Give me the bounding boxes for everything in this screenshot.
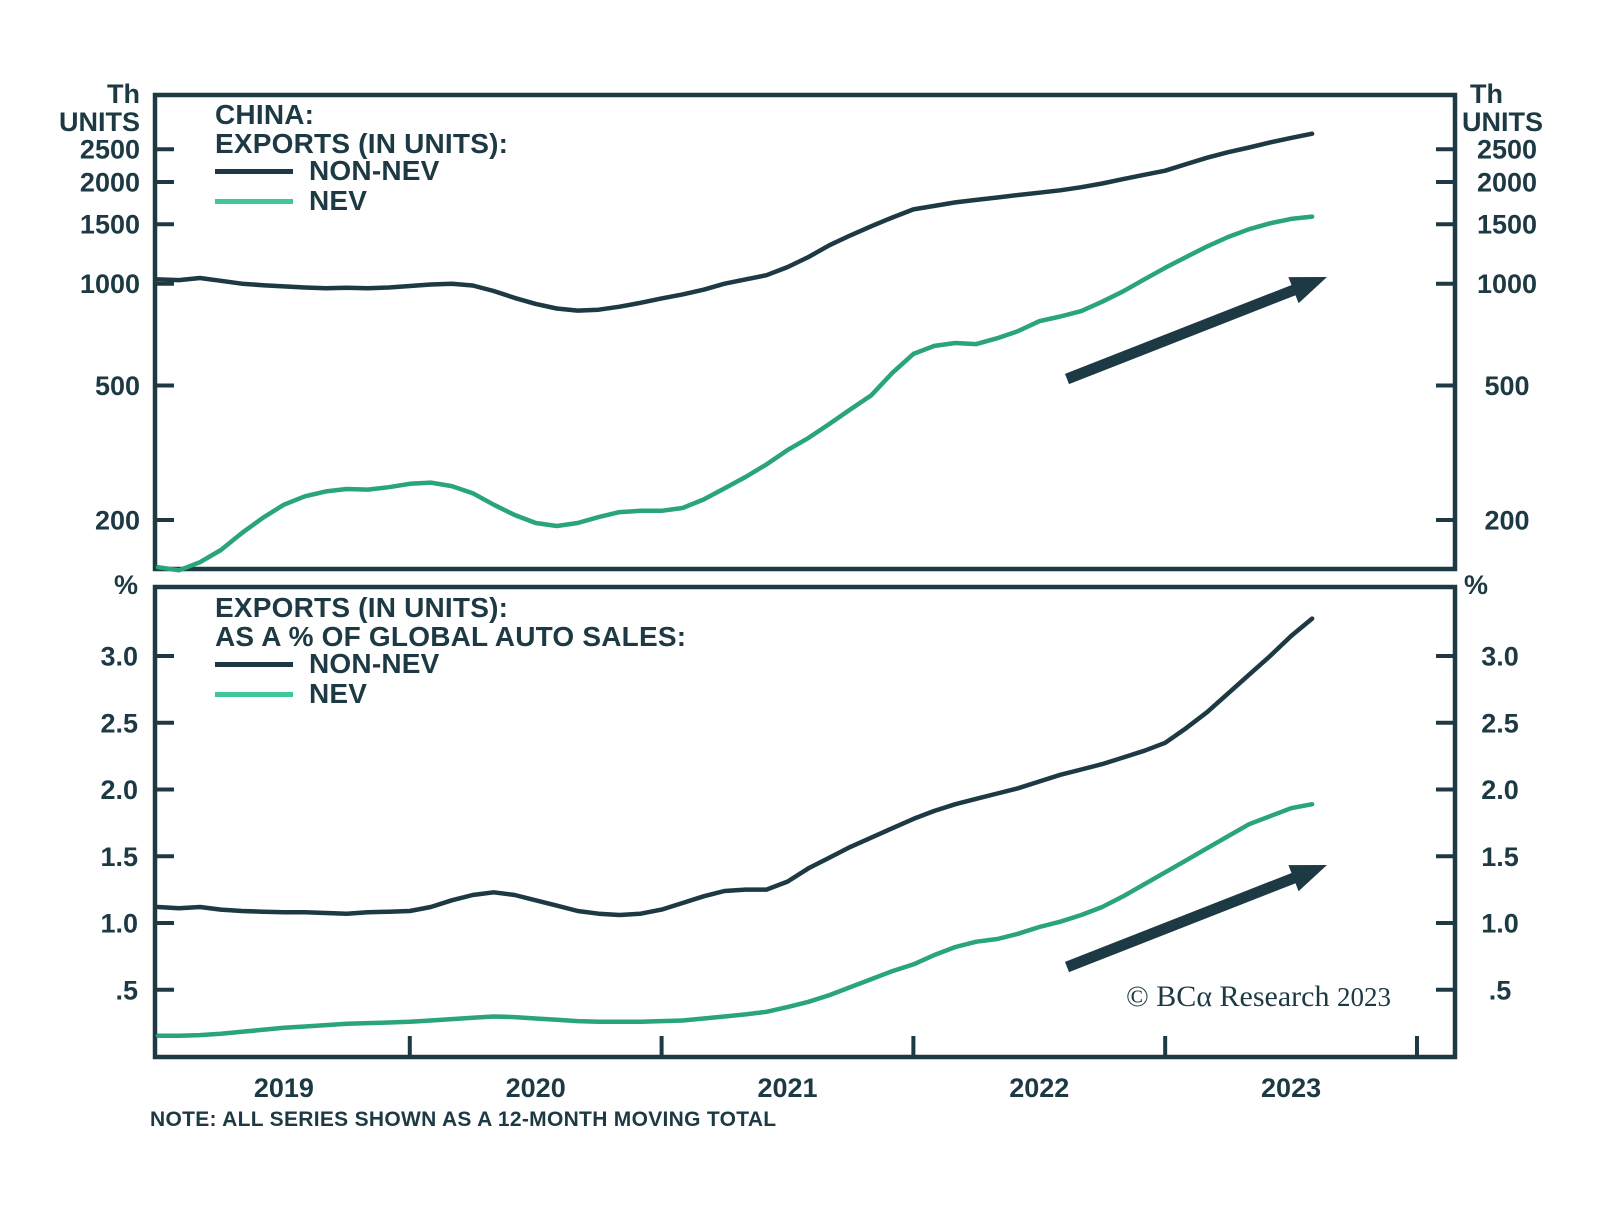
unit-th: Th [107, 79, 140, 109]
y-axis-unit-bottom-right: % [1464, 570, 1489, 600]
top-panel-title-line1: CHINA: [215, 99, 315, 130]
top-panel-legend: NON-NEV NEV [215, 155, 440, 216]
non-nev-line-swatch [215, 661, 293, 667]
bottom-panel-title-line1: EXPORTS (IN UNITS): [215, 592, 509, 623]
trend-arrow-bottom-head [1288, 865, 1327, 892]
bottom-panel-title: EXPORTS (IN UNITS): AS A % OF GLOBAL AUT… [215, 593, 686, 651]
bottom-panel-legend: NON-NEV NEV [215, 648, 440, 709]
y-tick-label: 200 [95, 506, 140, 536]
y-tick-label: 500 [95, 371, 140, 401]
top-panel-title: CHINA: EXPORTS (IN UNITS): [215, 100, 508, 158]
y-tick-label: .5 [115, 975, 138, 1005]
legend-label: NEV [309, 678, 368, 709]
x-year-label: 2020 [506, 1073, 566, 1103]
y-tick-label: 3.0 [1481, 642, 1519, 672]
y-tick-label: 1.5 [100, 842, 138, 872]
series-line-nev-units [155, 214, 1315, 573]
y-tick-label: 1500 [80, 210, 140, 240]
unit-units: UNITS [1462, 107, 1543, 137]
legend-item-nev: NEV [215, 185, 440, 216]
y-tick-label: 2.5 [100, 708, 138, 738]
non-nev-line-swatch [215, 168, 293, 174]
y-tick-label: 1.0 [100, 909, 138, 939]
y-tick-label: 1000 [1477, 269, 1537, 299]
series-line-non-nev-units [155, 131, 1315, 313]
unit-th: Th [1470, 79, 1503, 109]
legend-item-nev: NEV [215, 678, 440, 709]
x-year-label: 2022 [1009, 1073, 1069, 1103]
x-year-label: 2023 [1261, 1073, 1321, 1103]
copyright-brand: © BCα Research [1126, 980, 1330, 1013]
series-line-non-nev-share [155, 616, 1315, 918]
y-tick-label: 2500 [80, 135, 140, 165]
nev-line-swatch [215, 198, 293, 204]
y-tick-label: 200 [1484, 506, 1529, 536]
y-axis-unit-top-right: Th UNITS [1462, 80, 1543, 136]
x-year-label: 2019 [254, 1073, 314, 1103]
copyright-year: 2023 [1336, 982, 1391, 1012]
legend-label: NON-NEV [309, 155, 440, 186]
y-tick-label: .5 [1489, 975, 1512, 1005]
top-panel-border [152, 92, 1458, 572]
y-tick-label: 2.0 [1481, 775, 1519, 805]
y-tick-label: 1.5 [1481, 842, 1519, 872]
bottom-panel-title-line2: AS A % OF GLOBAL AUTO SALES: [215, 621, 687, 652]
y-axis-unit-bottom-left: % [113, 570, 138, 600]
trend-arrow-top-head [1288, 277, 1327, 304]
legend-item-non-nev: NON-NEV [215, 155, 440, 186]
y-tick-label: 2.0 [100, 775, 138, 805]
y-tick-label: 2000 [1477, 168, 1537, 198]
y-tick-label: 2.5 [1481, 708, 1519, 738]
y-tick-label: 500 [1484, 371, 1529, 401]
y-tick-label: 1.0 [1481, 909, 1519, 939]
unit-units: UNITS [59, 107, 140, 137]
trend-arrow-bottom [1064, 870, 1302, 973]
copyright: © BCα Research 2023 [1126, 980, 1391, 1014]
legend-item-non-nev: NON-NEV [215, 648, 440, 679]
footnote: NOTE: ALL SERIES SHOWN AS A 12-MONTH MOV… [150, 1108, 777, 1131]
bottom-panel-border [152, 584, 1458, 1060]
legend-label: NEV [309, 185, 368, 216]
y-tick-label: 1000 [80, 269, 140, 299]
y-tick-label: 2000 [80, 168, 140, 198]
y-tick-label: 3.0 [100, 642, 138, 672]
trend-arrow-top [1064, 282, 1302, 385]
nev-line-swatch [215, 691, 293, 697]
y-axis-unit-top-left: Th UNITS [18, 80, 140, 136]
top-panel-title-line2: EXPORTS (IN UNITS): [215, 128, 509, 159]
x-year-label: 2021 [757, 1073, 817, 1103]
series-line-nev-share [155, 801, 1315, 1039]
legend-label: NON-NEV [309, 648, 440, 679]
y-tick-label: 1500 [1477, 210, 1537, 240]
y-tick-label: 2500 [1477, 135, 1537, 165]
